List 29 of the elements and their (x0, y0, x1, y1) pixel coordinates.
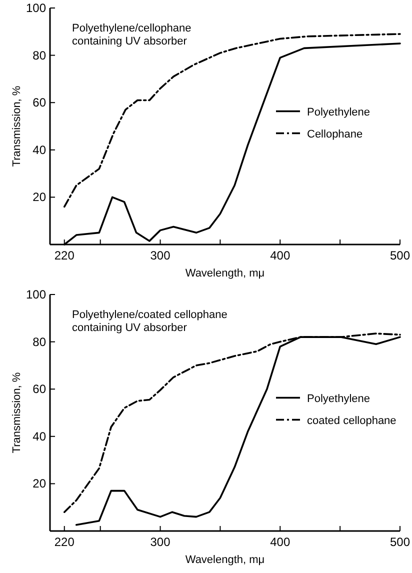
y-axis-title: Transmission, % (11, 372, 23, 454)
x-tick-label: 400 (270, 535, 290, 549)
x-tick-label: 220 (54, 248, 75, 262)
y-axis-title: Transmission, % (11, 86, 23, 167)
legend-label: coated cellophane (307, 414, 396, 427)
y-tick-label: 20 (32, 190, 46, 204)
y-tick-label: 80 (32, 48, 46, 62)
x-tick-label: 400 (270, 248, 290, 262)
y-tick-label: 40 (32, 429, 46, 444)
x-tick-label: 500 (390, 248, 410, 262)
y-tick-label: 20 (32, 476, 46, 491)
legend-label: Polyethylene (307, 106, 370, 118)
x-tick-label: 500 (390, 535, 410, 549)
x-axis-title: Wavelength, mμ (185, 554, 265, 566)
text: Polyethylene/cellophane containing UV absorber (72, 22, 192, 48)
line-series (63, 33, 401, 208)
y-tick-label: 60 (32, 382, 46, 396)
text: Polyethylene/coated cellophane containing UV absorber (72, 309, 228, 334)
y-tick-label: 60 (32, 96, 46, 110)
x-tick-label: 220 (54, 535, 75, 549)
x-tick-label: 300 (150, 248, 171, 262)
y-tick-label: 40 (32, 142, 46, 157)
y-tick-label: 80 (32, 334, 46, 349)
y-tick-label: 100 (26, 1, 46, 15)
legend-label: Cellophane (307, 128, 363, 140)
legend-label: Polyethylene (307, 392, 370, 405)
x-axis-title: Wavelength, mμ (185, 268, 265, 280)
x-tick-label: 300 (150, 535, 171, 549)
y-tick-label: 100 (26, 288, 46, 302)
